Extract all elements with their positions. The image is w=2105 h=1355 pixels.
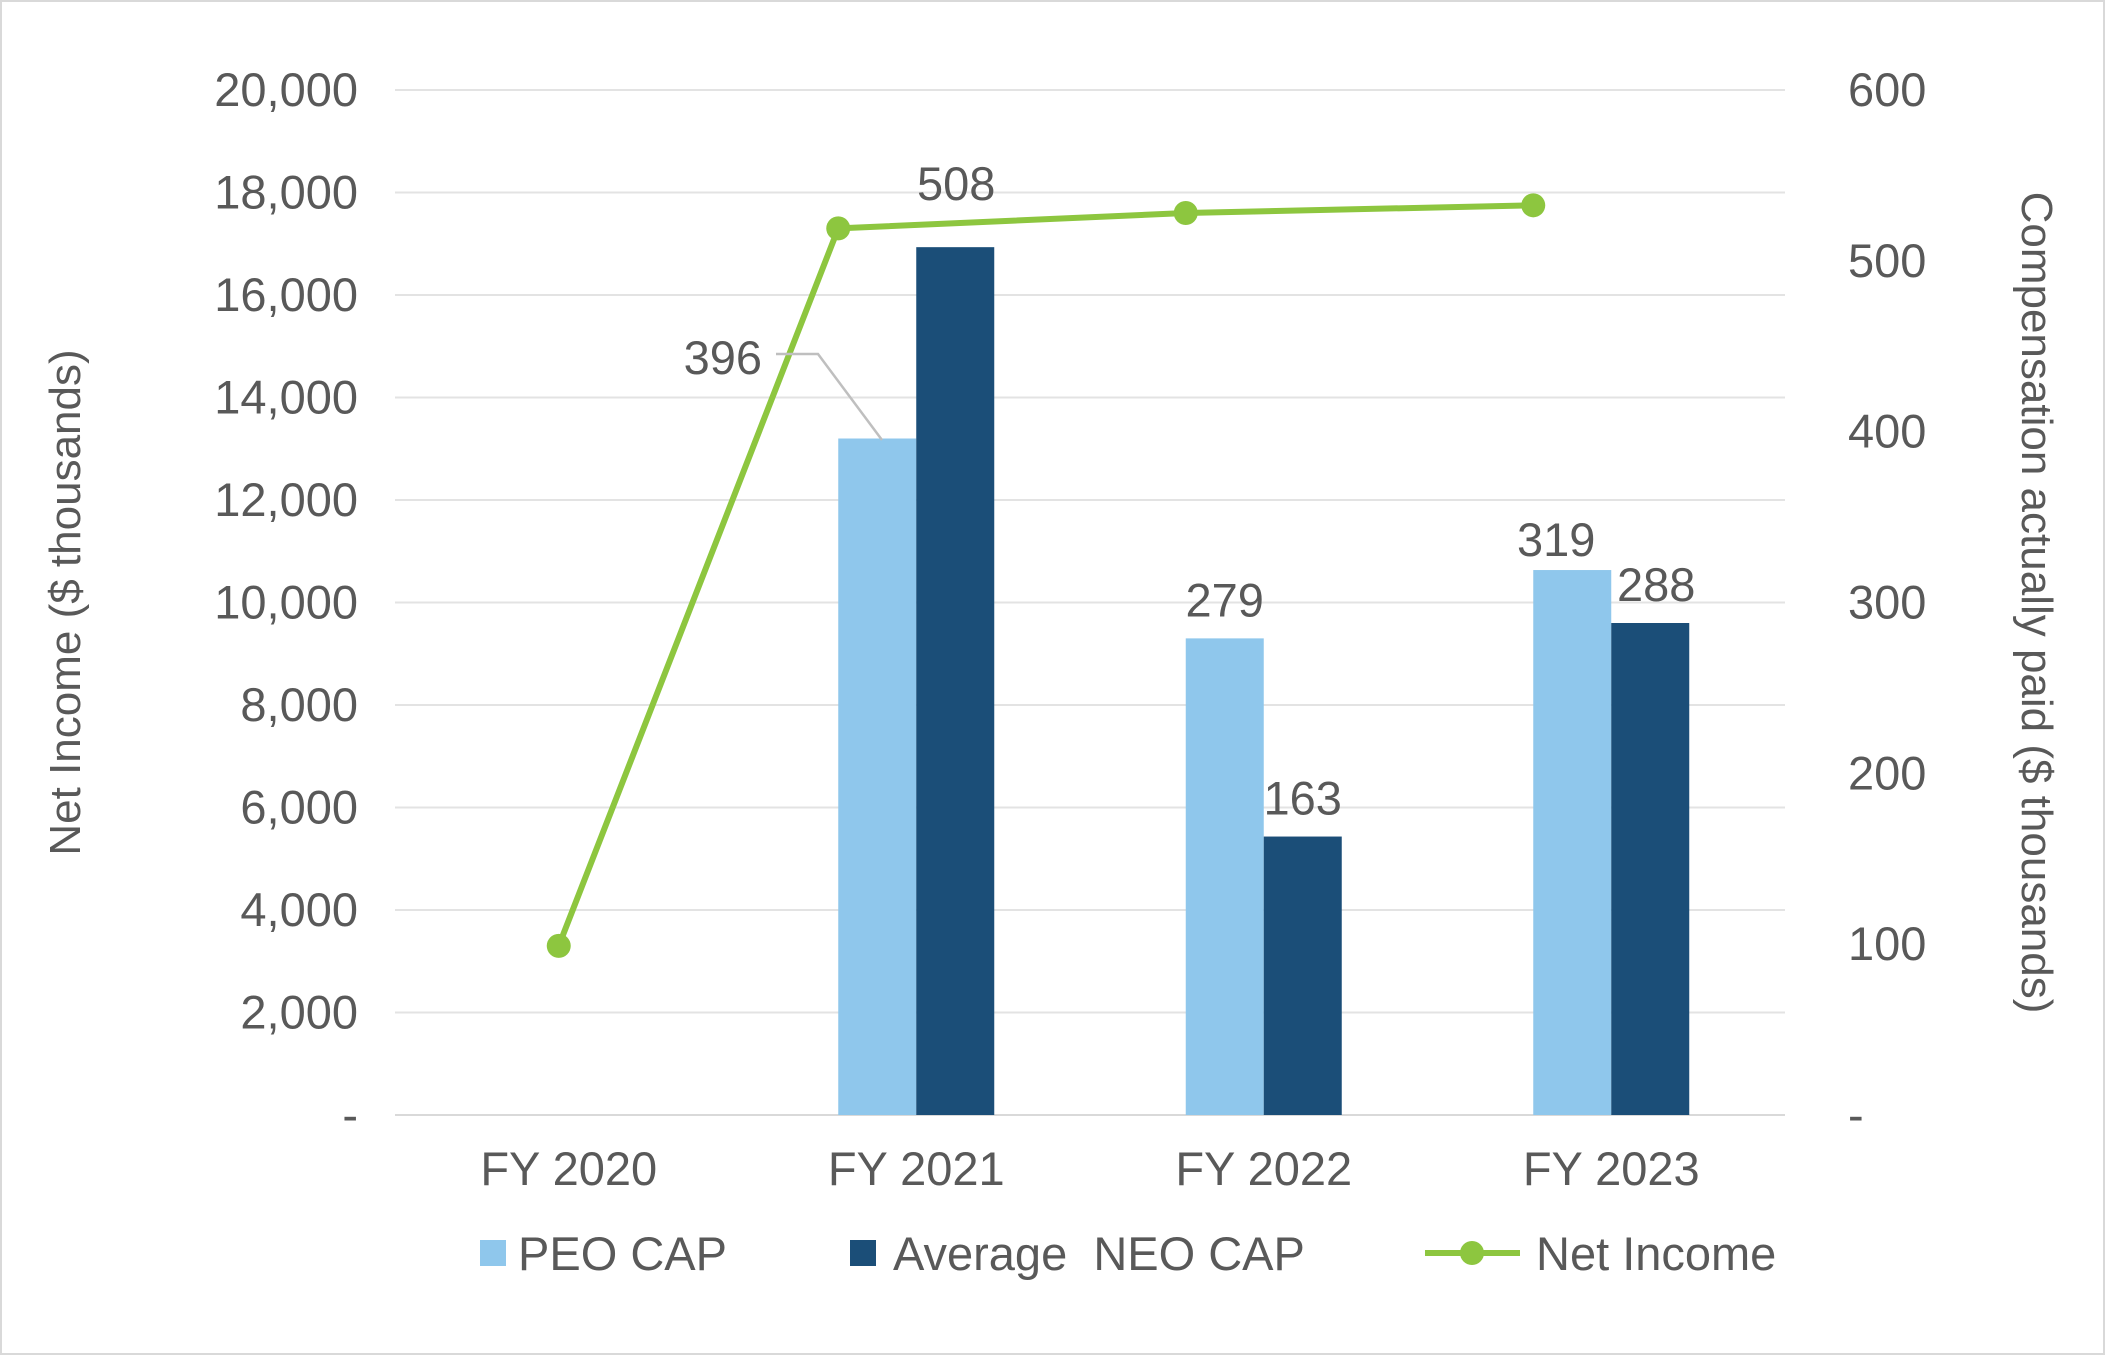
bar-peo-cap-fy-2023 — [1533, 570, 1612, 1115]
y-right-tick-label: - — [1848, 1088, 1864, 1141]
y-right-tick-label: 600 — [1848, 63, 1926, 116]
data-label: 396 — [684, 331, 762, 384]
net-income-point-fy-2022 — [1173, 201, 1198, 225]
bar-average-neo-cap-fy-2022 — [1263, 836, 1342, 1115]
y-left-tick-label: 4,000 — [240, 883, 358, 936]
y-right-tick-label: 500 — [1848, 234, 1926, 287]
net-income-point-fy-2021 — [826, 216, 851, 241]
net-income-line-group — [546, 193, 1546, 958]
y-left-tick-label: 12,000 — [214, 473, 358, 526]
y-right-tick-label: 100 — [1848, 917, 1926, 970]
y-left-tick-label: 16,000 — [214, 268, 358, 321]
x-tick-label: FY 2023 — [1523, 1142, 1700, 1195]
legend-label-peo-cap: PEO CAP — [518, 1227, 727, 1280]
y-right-tick-label: 200 — [1848, 746, 1926, 799]
x-tick-label: FY 2022 — [1175, 1142, 1352, 1195]
net-income-point-fy-2023 — [1521, 193, 1546, 218]
legend-swatch-average-neo-cap — [850, 1240, 876, 1266]
legend-marker-net-income — [1460, 1241, 1484, 1265]
y-left-tick-label: 2,000 — [240, 986, 358, 1039]
legend-label-net-income: Net Income — [1536, 1227, 1776, 1280]
y-left-tick-label: 6,000 — [240, 781, 358, 834]
data-label: 279 — [1186, 573, 1264, 626]
bars — [838, 247, 1690, 1115]
legend: PEO CAP Average NEO CAP Net Income — [480, 1227, 1776, 1280]
legend-label-average-neo-cap: Average NEO CAP — [893, 1227, 1305, 1280]
data-label: 319 — [1517, 513, 1595, 566]
net-income-line — [555, 202, 1534, 947]
bar-average-neo-cap-fy-2023 — [1611, 623, 1690, 1115]
y-left-axis-title: Net Income ($ thousands) — [41, 349, 90, 855]
y-right-tick-label: 300 — [1848, 576, 1926, 629]
y-left-tick-label: 10,000 — [214, 576, 358, 629]
bar-peo-cap-fy-2022 — [1185, 638, 1264, 1115]
data-label: 163 — [1264, 772, 1342, 825]
data-label: 288 — [1617, 558, 1695, 611]
leader-line — [776, 352, 884, 441]
bar-peo-cap-fy-2021 — [838, 438, 917, 1115]
y-right-axis-title: Compensation actually paid ($ thousands) — [2012, 192, 2061, 1014]
y-left-tick-label: 20,000 — [214, 63, 358, 116]
data-label: 508 — [917, 157, 995, 210]
y-right-tick-label: 400 — [1848, 405, 1926, 458]
y-left-tick-label: 14,000 — [214, 371, 358, 424]
y-left-tick-label: 8,000 — [240, 678, 358, 731]
x-tick-label: FY 2020 — [480, 1142, 657, 1195]
net-income-point-fy-2020 — [546, 933, 571, 958]
y-left-tick-label: - — [342, 1088, 358, 1141]
bar-average-neo-cap-fy-2021 — [916, 247, 995, 1115]
data-labels: 396 279 319 508 163 288 — [684, 157, 1696, 825]
x-tick-label: FY 2021 — [828, 1142, 1005, 1195]
y-left-tick-label: 18,000 — [214, 166, 358, 219]
axes: - 2,000 4,000 6,000 8,000 10,000 12,000 14,000 1… — [41, 63, 2061, 1195]
legend-swatch-peo-cap — [480, 1240, 506, 1266]
